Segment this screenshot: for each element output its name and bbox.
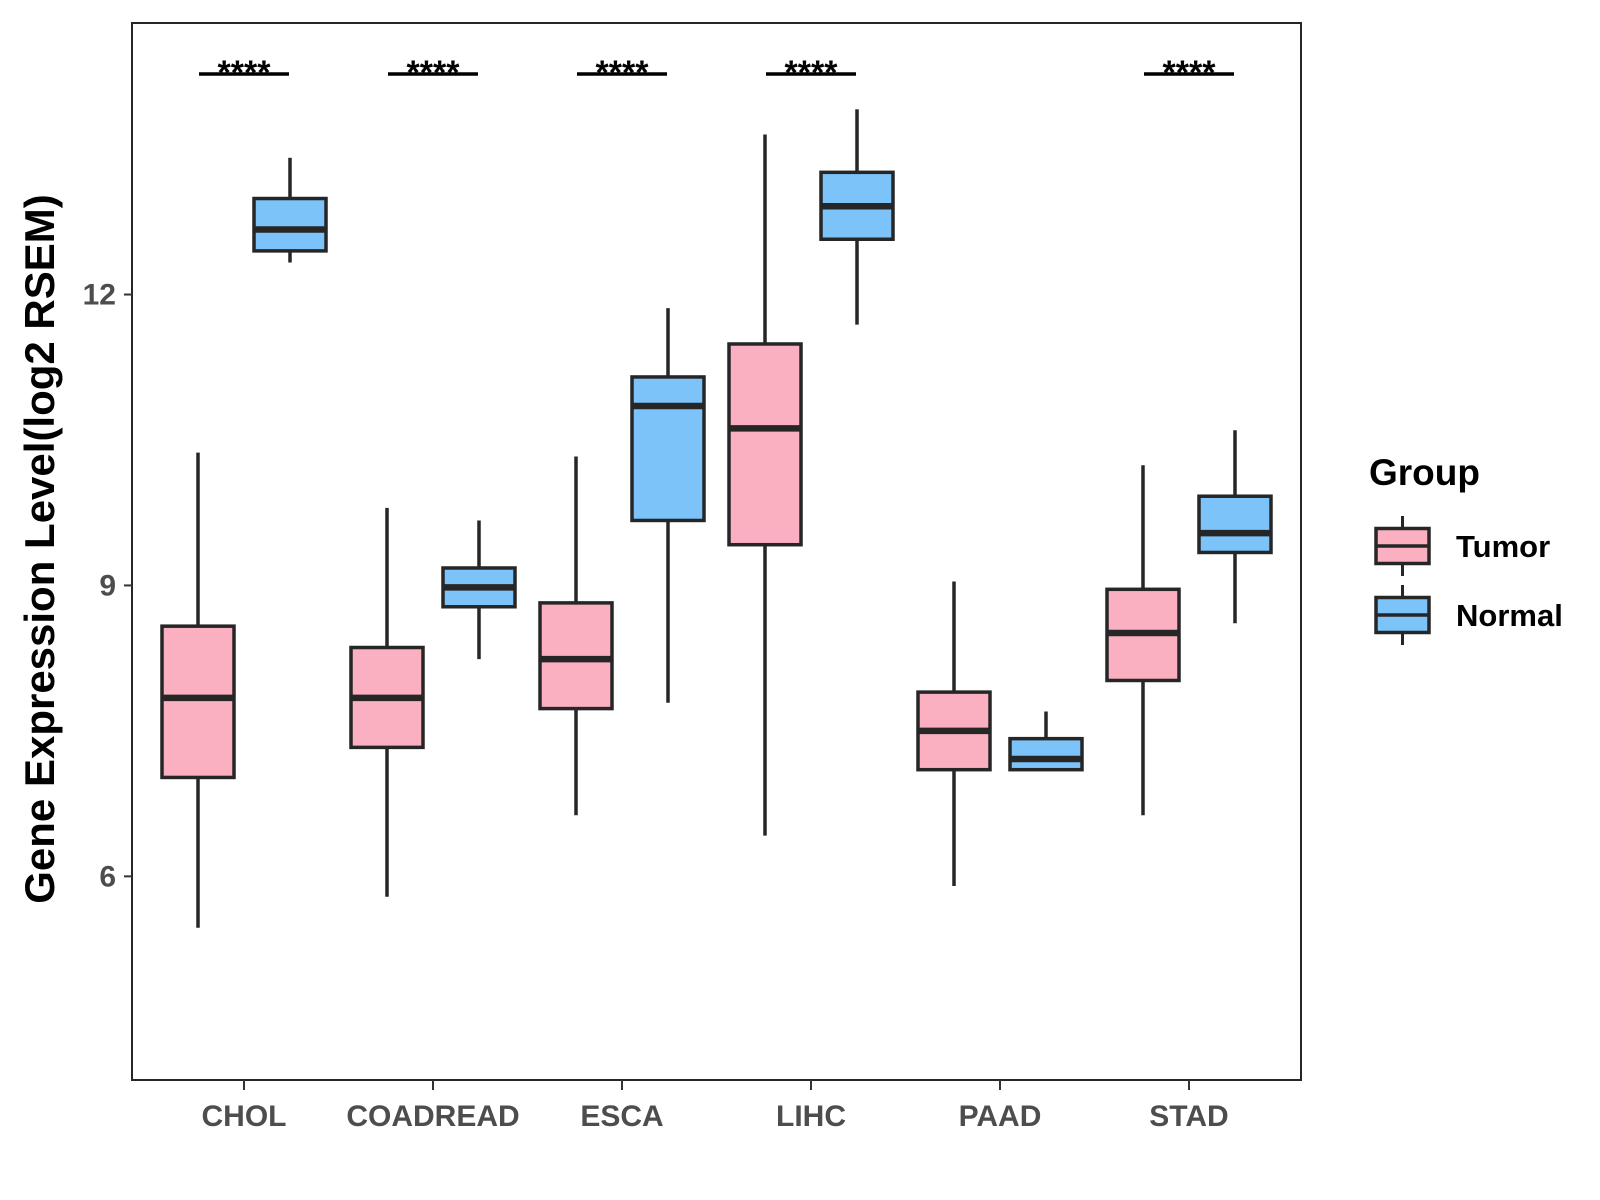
normal-esca-box	[630, 375, 706, 523]
x-tick-label-paad: PAAD	[959, 1100, 1042, 1133]
y-tick-label-12: 12	[83, 279, 116, 312]
legend: Group Tumor Normal	[1369, 452, 1563, 635]
plot-panel-border	[131, 22, 1302, 1081]
x-tick-label-lihc: LIHC	[776, 1100, 846, 1133]
x-tick-label-coadread: COADREAD	[346, 1100, 519, 1133]
normal-stad-box	[1197, 494, 1273, 555]
significance-label-coadread: ****	[407, 54, 461, 92]
y-tick-label-6: 6	[99, 860, 116, 893]
tumor-chol-box	[160, 624, 236, 780]
x-tick-label-chol: CHOL	[202, 1100, 287, 1133]
normal-paad-box	[1008, 736, 1084, 772]
plot-area: 6 9 12 CHOL COADREAD ESCA LIHC PAAD STAD **** ****…	[83, 22, 1404, 1133]
significance-label-lihc: ****	[785, 54, 839, 92]
legend-label-normal: Normal	[1456, 598, 1563, 633]
normal-chol-box	[252, 196, 328, 253]
legend-label-tumor: Tumor	[1456, 529, 1550, 564]
y-axis-title: Gene Expression Level(log2 RSEM)	[16, 194, 63, 904]
legend-title: Group	[1369, 452, 1480, 493]
significance-label-chol: ****	[218, 54, 272, 92]
y-tick-label-9: 9	[99, 569, 116, 602]
significance-label-stad: ****	[1163, 54, 1217, 92]
x-tick-label-stad: STAD	[1149, 1100, 1228, 1133]
tumor-lihc-box	[727, 342, 803, 547]
significance-label-esca: ****	[596, 54, 650, 92]
tumor-esca-box	[538, 601, 614, 711]
x-tick-label-esca: ESCA	[580, 1100, 663, 1133]
